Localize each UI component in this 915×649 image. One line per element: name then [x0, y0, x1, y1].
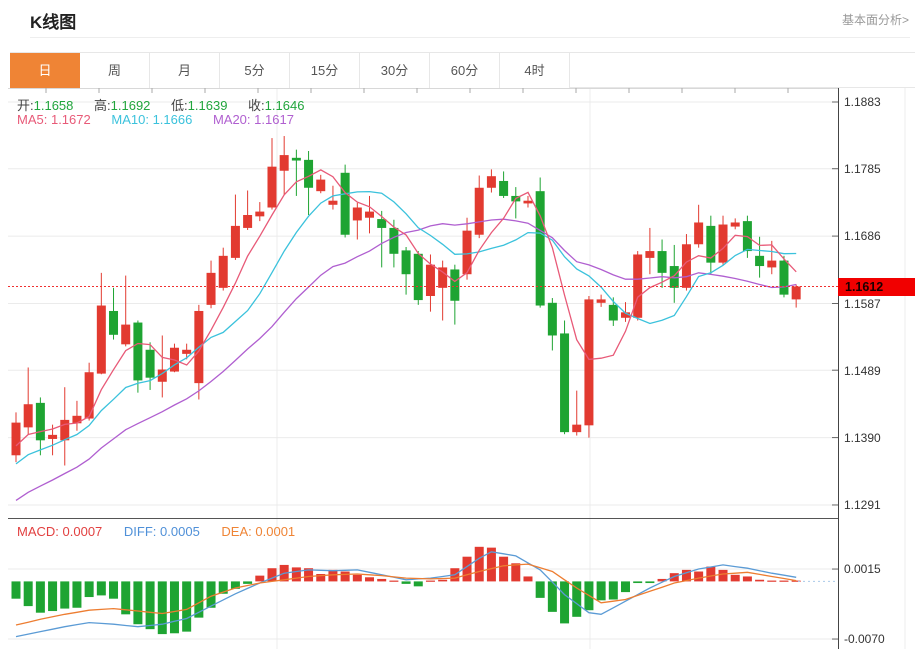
open-label: 开: — [17, 98, 34, 113]
ohlc-legend: 开:1.1658 高:1.1692 低:1.1639 收:1.1646 — [17, 95, 321, 114]
period-tabs: 日 周 月 5分 15分 30分 60分 4时 — [10, 52, 915, 88]
y-axis-label-2: 1.1686 — [844, 229, 881, 243]
ma10-label: MA10: — [111, 112, 149, 127]
low-label: 低: — [171, 98, 188, 113]
tab-30min[interactable]: 30分 — [360, 53, 430, 88]
tab-day[interactable]: 日 — [10, 53, 80, 88]
tab-month[interactable]: 月 — [150, 53, 220, 88]
y-axis-label-6: 1.1291 — [844, 498, 881, 512]
y-axis-label-3: 1.1587 — [844, 297, 881, 311]
dea-label: DEA: — [221, 524, 252, 539]
dea-value: 0.0001 — [255, 524, 296, 539]
macd-axis-label-0: 0.0015 — [844, 562, 881, 576]
close-value: 1.1646 — [264, 98, 305, 113]
high-label: 高: — [94, 98, 111, 113]
ma-legend: MA5: 1.1672 MA10: 1.1666 MA20: 1.1617 — [17, 112, 311, 127]
title-divider — [30, 37, 910, 38]
open-value: 1.1658 — [33, 98, 74, 113]
tab-week[interactable]: 周 — [80, 53, 150, 88]
ma5-value: 1.1672 — [50, 112, 91, 127]
low-value: 1.1639 — [187, 98, 228, 113]
macd-label: MACD: — [17, 524, 59, 539]
ma20-label: MA20: — [212, 112, 251, 127]
tab-4hour[interactable]: 4时 — [500, 53, 570, 88]
high-value: 1.1692 — [110, 98, 151, 113]
tab-60min[interactable]: 60分 — [430, 53, 500, 88]
y-axis-label-5: 1.1390 — [844, 431, 881, 445]
tab-15min[interactable]: 15分 — [290, 53, 360, 88]
y-axis-label-0: 1.1883 — [844, 95, 881, 109]
ma20-value: 1.1617 — [254, 112, 294, 127]
current-price-badge: 1.1612 — [838, 278, 915, 296]
y-axis-label-4: 1.1489 — [844, 364, 881, 378]
tab-5min[interactable]: 5分 — [220, 53, 290, 88]
macd-value: 0.0007 — [62, 524, 103, 539]
fundamental-analysis-link[interactable]: 基本面分析> — [841, 13, 909, 27]
diff-label: DIFF: — [123, 524, 157, 539]
y-axis-label-1: 1.1785 — [844, 162, 881, 176]
page-title: K线图 — [30, 13, 77, 32]
diff-value: 0.0005 — [160, 524, 200, 539]
ma5-label: MA5: — [17, 112, 48, 127]
close-label: 收: — [248, 98, 265, 113]
macd-legend: MACD: 0.0007 DIFF: 0.0005 DEA: 0.0001 — [17, 524, 313, 539]
ma10-value: 1.1666 — [152, 112, 193, 127]
macd-axis-label-1: -0.0070 — [844, 632, 885, 646]
